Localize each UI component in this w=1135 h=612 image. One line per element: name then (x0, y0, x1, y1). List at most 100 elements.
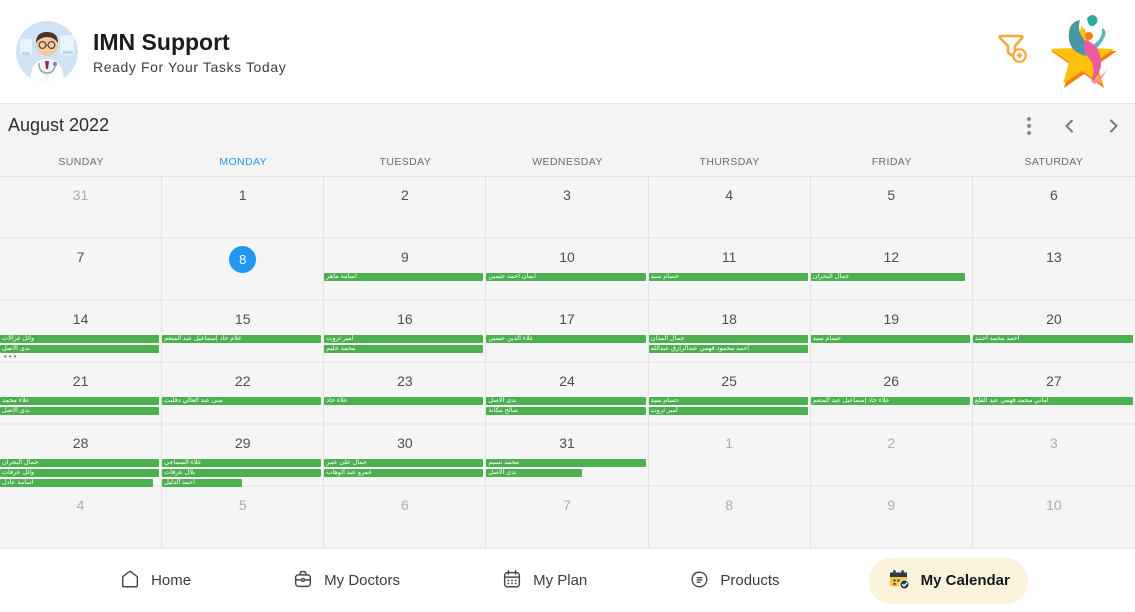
calendar-day-cell[interactable]: 17 علاء الدين حسين (486, 301, 649, 363)
event-bar[interactable]: حسام سيد (648, 273, 808, 281)
nav-item-products[interactable]: Products (676, 560, 791, 602)
calendar-day-cell[interactable]: 7 (0, 239, 163, 301)
calendar-day-cell[interactable]: 6 (324, 487, 487, 549)
calendar-day-cell[interactable]: 4 (648, 177, 811, 239)
chevron-right-icon[interactable] (1105, 118, 1121, 134)
calendar-day-cell[interactable]: 9 اسامة ماهر (324, 239, 487, 301)
calendar-day-cell[interactable]: 2 (324, 177, 487, 239)
event-bar[interactable]: ندى الاصل (486, 397, 646, 405)
event-bar[interactable]: جمال البحران (810, 273, 966, 281)
event-bar[interactable]: جمال البحران (0, 459, 160, 467)
bottom-nav: Home My Doctors My Plan (0, 549, 1135, 612)
event-bar[interactable]: أحمد الدليل (162, 479, 242, 487)
calendar-day-cell[interactable]: 3 (486, 177, 649, 239)
day-number: 4 (725, 187, 734, 203)
calendar-day-cell[interactable]: 20 أحمد محمد أحمد (972, 301, 1135, 363)
calendar-day-cell[interactable]: 18 جمال المدان أحمد محمود فهمي عبدالرازق ع… (648, 301, 811, 363)
calendar-day-cell[interactable]: 7 (486, 487, 649, 549)
month-title: August 2022 (8, 115, 110, 135)
calendar-day-cell[interactable]: 24 ندى الاصل صالح مكانة (486, 363, 649, 425)
calendar-day-cell[interactable]: 19 حسام سيد (810, 301, 973, 363)
event-bar[interactable]: وائل عرفات (0, 469, 160, 477)
calendar-day-cell[interactable]: 31 محمد نسيم ندى الاصل (486, 425, 649, 487)
weekday-label-saturday: SATURDAY (1024, 155, 1084, 168)
event-bar[interactable]: علام جاد إسماعيل عبد المنعم (162, 335, 322, 343)
event-bar[interactable]: صالح مكانة (486, 407, 646, 415)
event-bar[interactable]: بلال عرفات (162, 469, 322, 477)
calendar-day-cell[interactable]: 14 وائل غزالات ندى الاصل ••• (0, 301, 163, 363)
calendar-day-cell[interactable]: 8 (648, 487, 811, 549)
calendar-day-cell[interactable]: 11 حسام سيد (648, 239, 811, 301)
calendar-day-cell[interactable]: 1 (648, 425, 811, 487)
calendar-day-cell[interactable]: 27 أماني محمد فهمي عبد القلع (972, 363, 1135, 425)
more-events-indicator[interactable]: ••• (4, 352, 19, 361)
event-bar[interactable]: علاء جاد إسماعيل عبد المنعم (810, 397, 970, 405)
calendar-day-cell[interactable]: 22 منى عبد العالي دقليت (162, 363, 325, 425)
day-number: 10 (559, 249, 575, 265)
calendar-grid: 31 1 2 3 4 5 6 7 8 9 اسامة ماهر 10 ايمان احمد حسين 11… (0, 176, 1135, 549)
calendar-day-cell[interactable]: 28 جمال البحران وائل عرفات اسامة عادل (0, 425, 163, 487)
calendar-day-cell[interactable]: 9 (810, 487, 973, 549)
calendar-day-cell[interactable]: 26 علاء جاد إسماعيل عبد المنعم (810, 363, 973, 425)
calendar-day-cell[interactable]: 13 (972, 239, 1135, 301)
event-bar[interactable]: أمير ثروت (324, 335, 484, 343)
event-bar[interactable]: حسام سيد (648, 397, 808, 405)
calendar-day-cell[interactable]: 31 (0, 177, 163, 239)
event-bar[interactable]: علاء الدين حسين (486, 335, 646, 343)
calendar-day-cell[interactable]: 10 ايمان احمد حسين (486, 239, 649, 301)
event-bar[interactable]: ندى الاصل (0, 407, 160, 415)
calendar-day-cell[interactable]: 30 جمال على عمر عمرو عبد الوهاب (324, 425, 487, 487)
event-bar[interactable]: ندى الاصل (486, 469, 582, 477)
day-number: 2 (400, 187, 409, 203)
event-bar[interactable]: محمد حليم (324, 345, 484, 353)
kebab-menu-icon[interactable] (1023, 113, 1035, 139)
calendar-day-cell[interactable]: 12 جمال البحران (810, 239, 973, 301)
calendar-day-cell[interactable]: 23 علاء جاد (324, 363, 487, 425)
calendar-day-cell[interactable]: 10 (972, 487, 1135, 549)
event-bar[interactable]: عمرو عبد الوهاب (324, 469, 484, 477)
day-number: 31 (559, 435, 575, 451)
nav-item-home[interactable]: Home (107, 560, 203, 602)
calendar-day-cell[interactable]: 2 (810, 425, 973, 487)
day-number: 13 (1046, 249, 1062, 265)
calendar-day-cell[interactable]: 4 (0, 487, 163, 549)
calendar-outline-icon (501, 568, 523, 594)
nav-item-my-calendar[interactable]: My Calendar (868, 557, 1028, 604)
calendar-day-cell[interactable]: 6 (972, 177, 1135, 239)
filter-add-icon[interactable] (991, 28, 1033, 75)
event-bar[interactable]: أحمد محمد أحمد (972, 335, 1133, 343)
event-bar[interactable]: جمال المدان (648, 335, 808, 343)
nav-label: My Calendar (920, 572, 1010, 589)
event-bar[interactable]: علاء جاد (324, 397, 484, 405)
calendar-day-cell[interactable]: 15 علام جاد إسماعيل عبد المنعم (162, 301, 325, 363)
calendar-day-cell[interactable]: 21 علاء محمد ندى الاصل (0, 363, 163, 425)
event-bar[interactable]: منى عبد العالي دقليت (162, 397, 322, 405)
calendar-day-cell[interactable]: 16 أمير ثروت محمد حليم (324, 301, 487, 363)
event-bar[interactable]: ايمان احمد حسين (486, 273, 646, 281)
event-bar[interactable]: أماني محمد فهمي عبد القلع (972, 397, 1133, 405)
chevron-left-icon[interactable] (1062, 118, 1078, 134)
day-number: 4 (76, 497, 85, 513)
event-bar[interactable]: اسامة عادل (0, 479, 153, 487)
calendar-day-cell[interactable]: 3 (972, 425, 1135, 487)
avatar[interactable] (16, 20, 78, 83)
nav-item-my-plan[interactable]: My Plan (489, 560, 599, 602)
event-bar[interactable]: علاء السماحي (162, 459, 322, 467)
event-bar[interactable]: اسامة ماهر (324, 273, 484, 281)
calendar-day-cell[interactable]: 5 (810, 177, 973, 239)
event-bar[interactable]: ندى الاصل (0, 345, 160, 353)
event-bar[interactable]: أحمد محمود فهمي عبدالرازق عبدالله (648, 345, 808, 353)
event-bar[interactable]: جمال على عمر (324, 459, 484, 467)
calendar-day-cell[interactable]: 5 (162, 487, 325, 549)
calendar-day-cell[interactable]: 25 حسام سيد أمير ثروت (648, 363, 811, 425)
weekday-label-thursday: THURSDAY (699, 155, 760, 168)
event-bar[interactable]: حسام سيد (810, 335, 970, 343)
event-bar[interactable]: وائل غزالات (0, 335, 160, 343)
event-bar[interactable]: علاء محمد (0, 397, 160, 405)
nav-item-my-doctors[interactable]: My Doctors (280, 560, 412, 602)
calendar-day-cell[interactable]: 1 (162, 177, 325, 239)
event-bar[interactable]: محمد نسيم (486, 459, 646, 467)
event-bar[interactable]: أمير ثروت (648, 407, 808, 415)
calendar-day-cell[interactable]: 29 علاء السماحي بلال عرفات أحمد الدليل (162, 425, 325, 487)
calendar-day-cell[interactable]: 8 (162, 239, 325, 301)
